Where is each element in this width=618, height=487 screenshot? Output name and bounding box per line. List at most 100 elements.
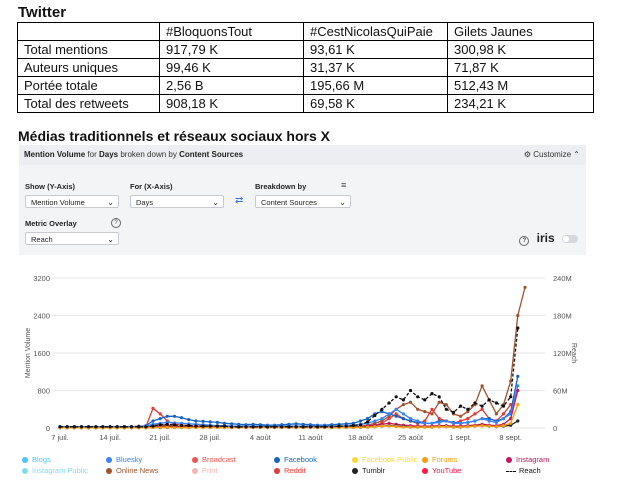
table-cell: 69,58 K xyxy=(303,94,448,113)
data-point-reddit xyxy=(387,417,391,421)
data-point-bluesky xyxy=(394,407,398,411)
data-point-reach xyxy=(237,425,241,429)
legend-label: Broadcast xyxy=(202,455,236,464)
chevron-up-icon: ⌃ xyxy=(573,150,580,159)
help-icon[interactable]: ? xyxy=(111,218,121,228)
y2-tick-label: 120M xyxy=(553,349,572,358)
legend-item[interactable]: YouTube xyxy=(422,466,461,475)
data-point-reach xyxy=(230,425,234,429)
row-label: Auteurs uniques xyxy=(17,58,160,77)
legend-dot xyxy=(352,457,358,464)
show-select[interactable]: Mention Volume ⌄ xyxy=(25,195,119,208)
data-point-reach xyxy=(451,410,456,414)
table-cell: 908,18 K xyxy=(159,94,304,113)
show-label: Show (Y-Axis) xyxy=(25,182,76,191)
x-tick-label: 7 juil. xyxy=(51,433,69,442)
data-point-facebook xyxy=(187,418,191,422)
data-point-online-news xyxy=(416,407,420,411)
legend-item[interactable]: Facebook xyxy=(274,455,317,464)
x-tick-label: 28 juil. xyxy=(199,433,221,442)
data-point-forums xyxy=(380,424,384,428)
data-point-forums xyxy=(480,424,484,428)
data-point-reddit xyxy=(459,419,463,423)
data-point-reddit xyxy=(430,407,434,411)
data-point-reach xyxy=(180,423,184,428)
legend-item[interactable]: Print xyxy=(192,466,217,475)
data-point-facebook xyxy=(401,417,405,421)
legend-dot xyxy=(22,457,28,464)
data-point-online-news xyxy=(401,403,405,407)
legend-dot xyxy=(192,468,198,475)
data-point-reach xyxy=(144,425,148,429)
data-point-reach xyxy=(201,424,205,428)
legend-item[interactable]: Reddit xyxy=(274,466,306,475)
table-row: Auteurs uniques 99,46 K 31,37 K 71,87 K xyxy=(17,58,594,77)
mention-volume-chart: 0 800 1600 2400 3200 0 60M 120M 180M 240M 7 juil… xyxy=(25,274,577,442)
data-point-forums xyxy=(366,425,370,429)
data-point-reach xyxy=(280,425,284,429)
help-icon[interactable]: ? xyxy=(519,236,530,246)
table-cell: 917,79 K xyxy=(159,40,304,59)
legend-item[interactable]: Facebook Public xyxy=(352,455,417,464)
customize-button[interactable]: ⚙ Customize ⌃ xyxy=(524,145,580,165)
data-point-facebook xyxy=(208,420,212,424)
data-point-reddit xyxy=(480,407,484,411)
data-point-reach xyxy=(87,425,91,429)
legend-item[interactable]: Blogs xyxy=(22,455,51,464)
data-point-online-news xyxy=(387,414,391,418)
legend-label: Reach xyxy=(519,466,541,475)
header-metric: Mention Volume xyxy=(24,150,86,159)
legend-item[interactable]: Tumblr xyxy=(352,466,385,475)
legend-item[interactable]: Forums xyxy=(422,455,457,464)
legend-item[interactable]: Bluesky xyxy=(106,455,142,464)
legend-item[interactable]: Online News xyxy=(106,466,159,475)
data-point-forums xyxy=(451,425,456,429)
overlay-select[interactable]: Reach ⌄ xyxy=(25,232,119,245)
data-point-reach xyxy=(315,425,320,429)
y-tick-label: 2400 xyxy=(33,312,50,321)
legend-item[interactable]: Instagram Public xyxy=(22,466,88,475)
legend-dot xyxy=(106,457,112,464)
legend-label: Facebook xyxy=(284,455,317,464)
data-point-forums xyxy=(509,421,513,425)
y-tick-label: 800 xyxy=(37,387,50,396)
y2-tick-label: 60M xyxy=(553,387,568,396)
y2-axis-label: Reach xyxy=(570,343,577,363)
legend-item[interactable]: Instagram xyxy=(506,455,549,464)
table-cell: 234,21 K xyxy=(447,94,594,113)
data-point-reach xyxy=(287,425,291,429)
twitter-heading: Twitter xyxy=(18,4,67,21)
data-point-facebook xyxy=(172,414,177,418)
breakdown-value: Content Sources xyxy=(261,198,317,207)
iris-toggle[interactable] xyxy=(562,234,578,243)
legend-item[interactable]: Broadcast xyxy=(192,455,236,464)
data-point-reach xyxy=(94,425,98,429)
breakdown-select[interactable]: Content Sources ⌄ xyxy=(255,195,351,208)
data-point-bluesky xyxy=(380,417,384,421)
for-select[interactable]: Days ⌄ xyxy=(130,195,224,208)
legend-item[interactable]: Reach xyxy=(506,466,541,475)
data-point-forums xyxy=(387,424,391,428)
y-axis-ticks: 0 800 1600 2400 3200 xyxy=(33,274,50,433)
data-point-bluesky xyxy=(387,412,391,416)
data-point-reddit xyxy=(466,417,470,421)
table-header-cell xyxy=(17,22,160,41)
data-point-facebook xyxy=(151,419,155,423)
data-point-reach xyxy=(323,425,327,429)
data-point-facebook xyxy=(366,417,370,421)
data-point-reach xyxy=(387,401,391,405)
data-point-facebook xyxy=(394,414,398,418)
sort-icon[interactable]: ≡ xyxy=(341,180,347,190)
data-point-reach xyxy=(244,425,248,429)
data-point-bluesky xyxy=(373,419,377,423)
data-point-reddit xyxy=(423,419,427,423)
y-tick-label: 1600 xyxy=(33,349,50,358)
table-header-cell: Gilets Jaunes xyxy=(447,22,594,41)
swap-axes-icon[interactable]: ⇄ xyxy=(235,195,244,206)
row-label: Portée totale xyxy=(17,76,160,95)
data-point-reach xyxy=(516,326,520,330)
data-point-facebook xyxy=(194,419,198,423)
legend-label: Forums xyxy=(432,455,458,464)
y-tick-label: 3200 xyxy=(33,274,50,283)
data-point-online-news xyxy=(380,419,384,423)
